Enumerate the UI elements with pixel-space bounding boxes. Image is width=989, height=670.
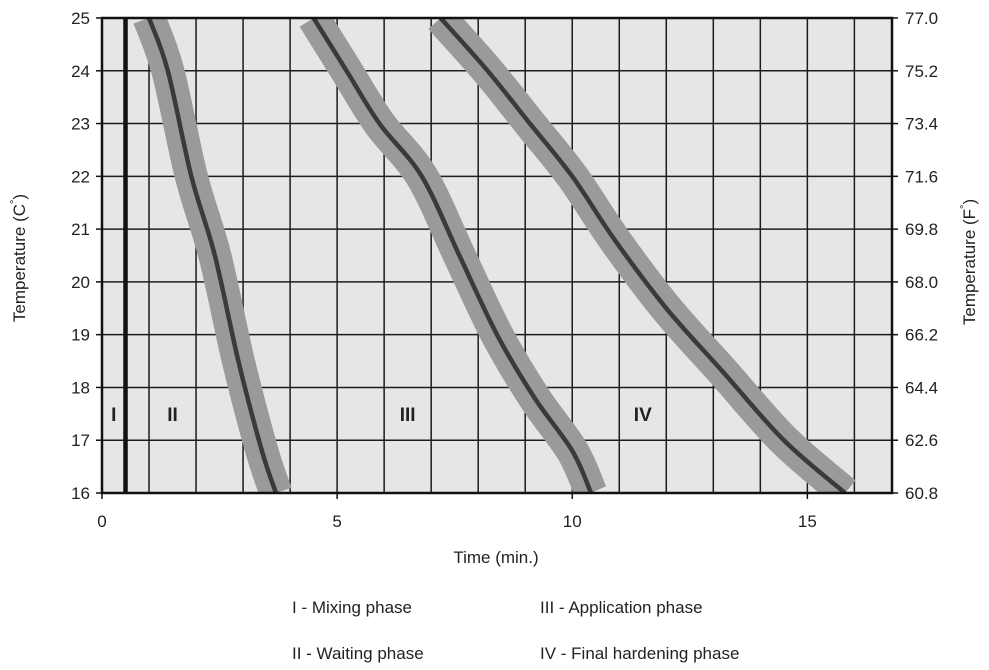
left-tick-label: 17 (71, 431, 90, 450)
plot-frame (100, 16, 894, 495)
curve-line-2 (311, 18, 594, 493)
x-tick-label: 0 (97, 512, 106, 531)
left-tick-label: 19 (71, 326, 90, 345)
left-axis-ticks: 16 17 18 19 20 21 22 23 24 25 (71, 9, 102, 503)
left-tick-label: 21 (71, 220, 90, 239)
left-tick-label: 20 (71, 273, 90, 292)
x-tick-label: 15 (798, 512, 817, 531)
phase-label: III (400, 405, 416, 426)
legend-application-phase: III - Application phase (540, 598, 703, 617)
right-tick-label: 62.6 (905, 431, 938, 450)
left-tick-label: 25 (71, 9, 90, 28)
right-axis-label-text: Temperature (F (960, 209, 979, 325)
left-tick-label: 18 (71, 378, 90, 397)
x-tick-label: 10 (563, 512, 582, 531)
right-tick-label: 68.0 (905, 273, 938, 292)
left-tick-label: 23 (71, 115, 90, 134)
right-tick-label: 73.4 (905, 115, 938, 134)
curve-line-1 (146, 18, 279, 493)
legend-waiting-phase: II - Waiting phase (292, 644, 424, 663)
left-axis-label: Temperature (C°) (9, 194, 29, 322)
right-tick-label: 60.8 (905, 484, 938, 503)
right-axis-label-close: ) (960, 199, 979, 205)
curves (146, 18, 847, 493)
right-axis-label: Temperature (F°) (959, 199, 979, 325)
phase-labels: I II III IV (111, 405, 652, 426)
curve-line-3 (438, 18, 847, 493)
right-tick-label: 77.0 (905, 9, 938, 28)
right-tick-label: 69.8 (905, 220, 938, 239)
right-tick-label: 66.2 (905, 326, 938, 345)
x-tick-label: 5 (332, 512, 341, 531)
phase-label: IV (634, 405, 652, 426)
phase-label: I (111, 405, 116, 426)
x-axis-ticks: 0 5 10 15 (97, 493, 817, 531)
left-tick-label: 16 (71, 484, 90, 503)
legend-final-hardening-phase: IV - Final hardening phase (540, 644, 740, 663)
phase-label: II (167, 405, 178, 426)
legend-mixing-phase: I - Mixing phase (292, 598, 412, 617)
left-axis-label-degree: ° (9, 200, 21, 204)
left-axis-label-close: ) (10, 194, 29, 200)
right-tick-label: 64.4 (905, 378, 938, 397)
left-tick-label: 22 (71, 167, 90, 186)
right-axis-ticks: 60.8 62.6 64.4 66.2 68.0 69.8 71.6 73.4 75.2 77.0 (892, 9, 938, 503)
right-tick-label: 71.6 (905, 167, 938, 186)
left-tick-label: 24 (71, 62, 90, 81)
x-axis-label: Time (min.) (453, 548, 538, 567)
right-tick-label: 75.2 (905, 62, 938, 81)
left-axis-label-text: Temperature (C (10, 204, 29, 322)
right-axis-label-degree: ° (959, 205, 971, 209)
